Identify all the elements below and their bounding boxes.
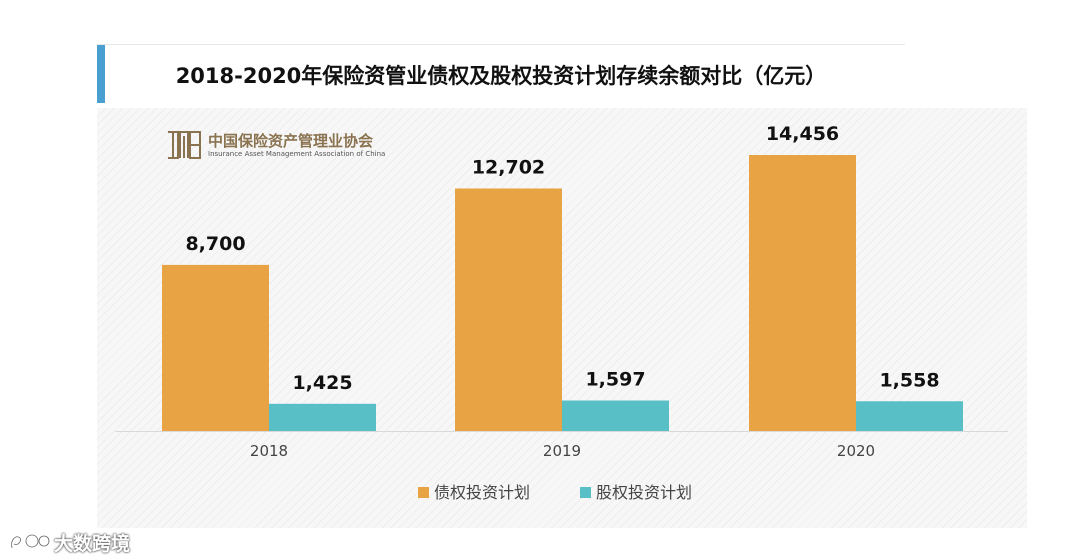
- data-label-equity-2020: 1,558: [879, 369, 939, 391]
- data-label-equity-2018: 1,425: [292, 372, 352, 394]
- x-tick-label-2018: 2018: [250, 442, 288, 460]
- bar-debt-2019: [455, 188, 562, 431]
- watermark-text: 大数跨境: [54, 533, 131, 555]
- chart-title: 2018-2020年保险资管业债权及股权投资计划存续余额对比（亿元）: [175, 64, 827, 88]
- data-label-debt-2018: 8,700: [185, 233, 245, 255]
- bar-debt-2018: [162, 264, 269, 431]
- logo-chinese-name: 中国保险资产管理业协会: [208, 132, 374, 150]
- legend-equity-swatch: [580, 487, 591, 498]
- bar-equity-2018: [269, 403, 376, 431]
- chart-title-bar: 2018-2020年保险资管业债权及股权投资计划存续余额对比（亿元）: [97, 44, 905, 103]
- association-logo: 中国保险资产管理业协会 Insurance Asset Management A…: [166, 128, 406, 164]
- iamac-logo-icon: [168, 131, 201, 159]
- bar-equity-2020: [856, 401, 963, 431]
- bar-debt-2020: [749, 155, 856, 431]
- legend-equity-label: 股权投资计划: [596, 483, 692, 502]
- legend-debt-swatch: [418, 487, 429, 498]
- x-tick-label-2019: 2019: [543, 442, 581, 460]
- watermark-logo-icon: [10, 533, 50, 549]
- title-accent-bar: [97, 45, 105, 103]
- data-label-debt-2019: 12,702: [472, 156, 545, 178]
- legend-debt-label: 债权投资计划: [434, 483, 530, 502]
- bar-equity-2019: [562, 400, 669, 431]
- data-label-debt-2020: 14,456: [766, 123, 839, 145]
- x-tick-label-2020: 2020: [837, 442, 875, 460]
- data-label-equity-2019: 1,597: [585, 369, 645, 391]
- logo-english-name: Insurance Asset Management Association o…: [208, 150, 386, 158]
